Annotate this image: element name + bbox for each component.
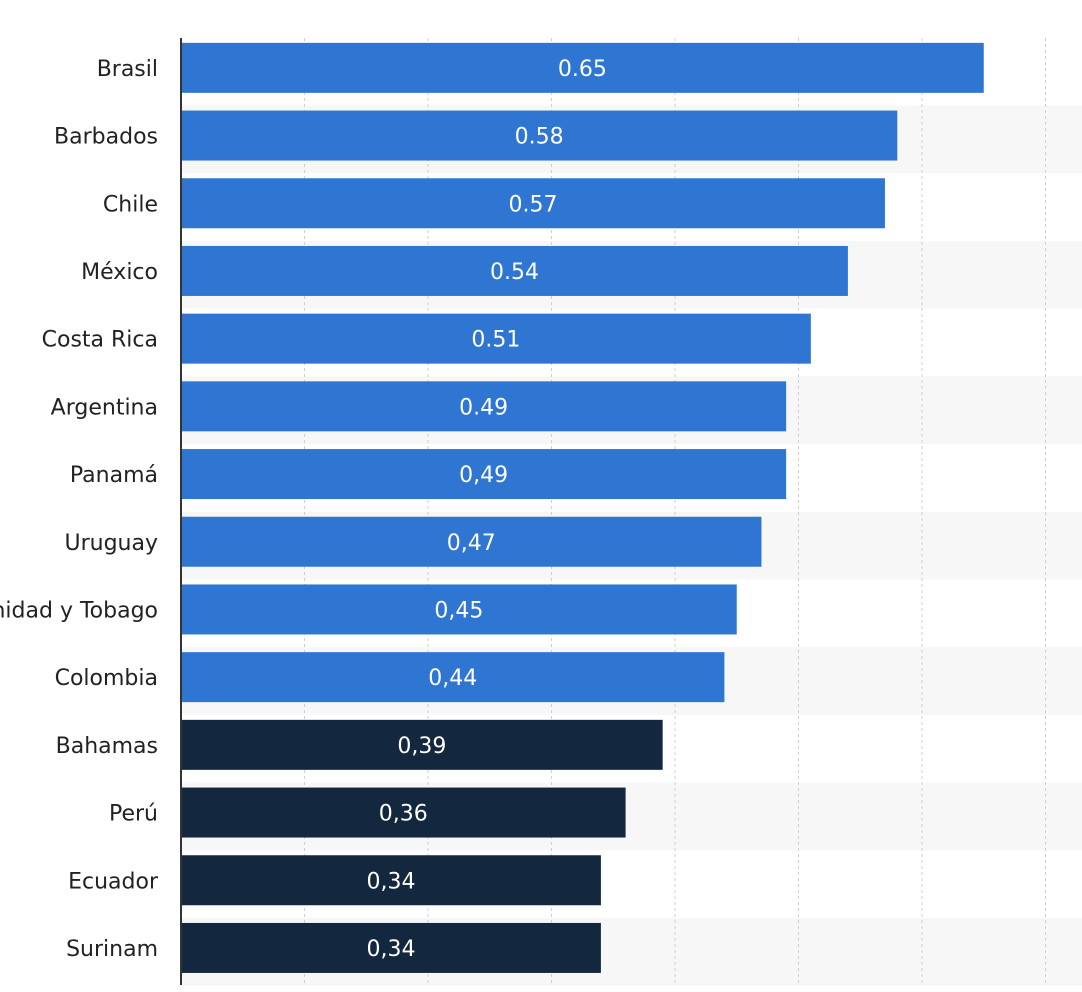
category-label: México bbox=[81, 260, 158, 285]
category-label: Brasil bbox=[97, 57, 158, 82]
bar bbox=[181, 787, 626, 838]
category-label: Trinidad y Tobago bbox=[0, 598, 158, 623]
category-label: Colombia bbox=[55, 666, 158, 691]
bars bbox=[181, 42, 984, 973]
bar bbox=[181, 245, 848, 296]
bar bbox=[181, 922, 601, 973]
bar bbox=[181, 719, 663, 770]
value-label: 0,44 bbox=[428, 666, 477, 691]
category-label: Uruguay bbox=[65, 531, 159, 556]
bar bbox=[181, 313, 811, 364]
value-label: 0,39 bbox=[397, 734, 446, 759]
category-label: Barbados bbox=[54, 125, 158, 150]
value-label: 0,34 bbox=[366, 869, 415, 894]
category-label: Ecuador bbox=[68, 869, 159, 894]
bar bbox=[181, 584, 737, 635]
category-labels: Brasil Barbados Chile México Costa Rica Argen… bbox=[0, 57, 159, 962]
value-label: 0.51 bbox=[471, 328, 520, 353]
value-label: 0.54 bbox=[490, 260, 539, 285]
value-label: 0.49 bbox=[459, 395, 508, 420]
category-label: Bahamas bbox=[56, 734, 158, 759]
bar bbox=[181, 110, 898, 161]
value-label: 0.57 bbox=[508, 192, 557, 217]
category-label: Chile bbox=[103, 192, 158, 217]
value-label: 0,47 bbox=[447, 531, 496, 556]
category-label: Perú bbox=[109, 802, 158, 827]
value-label: 0,34 bbox=[366, 937, 415, 962]
bar bbox=[181, 449, 787, 500]
category-label: Surinam bbox=[66, 937, 158, 962]
category-label: Costa Rica bbox=[42, 328, 158, 353]
bar bbox=[181, 652, 725, 703]
bar bbox=[181, 516, 762, 567]
value-labels: 0.65 0.58 0.57 0.54 0.51 0.49 0,49 0,47 0,45 0,44… bbox=[366, 57, 606, 962]
value-label: 0,49 bbox=[459, 463, 508, 488]
bar bbox=[181, 855, 601, 906]
value-label: 0,36 bbox=[379, 802, 428, 827]
bar bbox=[181, 178, 885, 229]
value-label: 0.65 bbox=[558, 57, 607, 82]
bar bbox=[181, 381, 787, 432]
value-label: 0.58 bbox=[515, 125, 564, 150]
category-label: Argentina bbox=[51, 395, 158, 420]
bar bbox=[181, 42, 984, 93]
value-label: 0,45 bbox=[434, 598, 483, 623]
category-label: Panamá bbox=[70, 463, 158, 488]
